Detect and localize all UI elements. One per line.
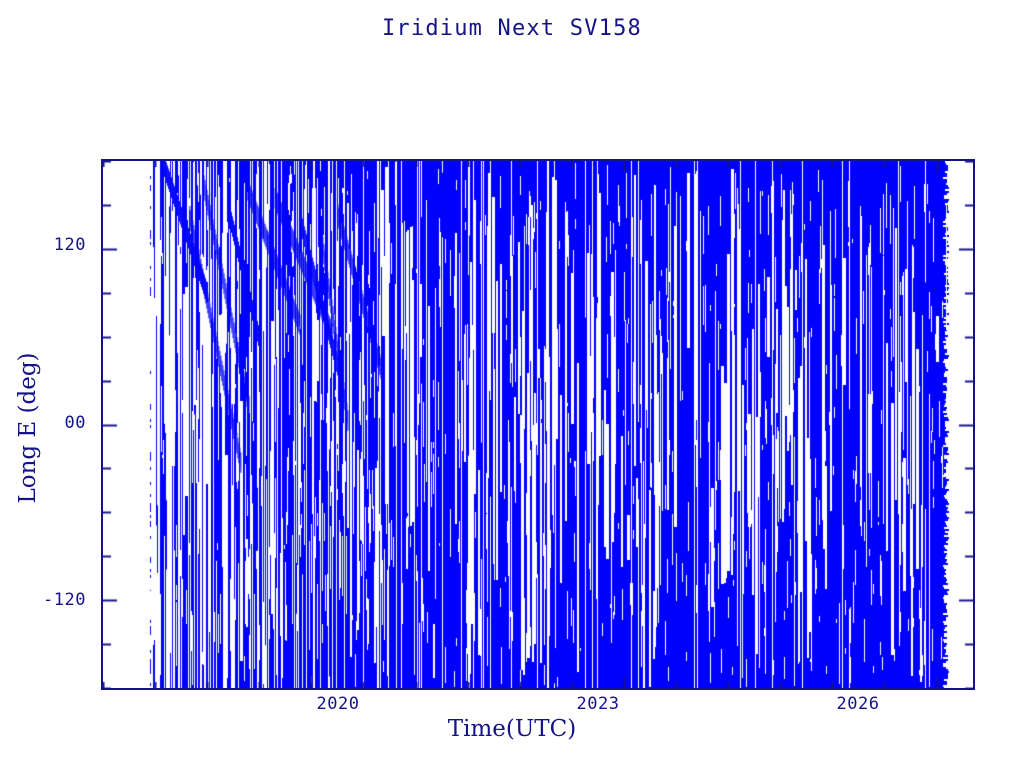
- page-title: Iridium Next SV158: [381, 16, 642, 41]
- ytick-label-neg120: -120: [43, 590, 86, 610]
- xtick-label-2020: 2020: [316, 694, 360, 714]
- ytick-label-120: 120: [53, 235, 86, 255]
- y-axis-title: Long E (deg): [15, 352, 41, 504]
- plot-area[interactable]: [101, 159, 975, 690]
- chart-data-layer: [103, 161, 973, 688]
- ytick-label-0: 00: [64, 413, 86, 433]
- x-axis-title: Time(UTC): [447, 716, 577, 742]
- xtick-label-2026: 2026: [836, 694, 880, 714]
- xtick-label-2023: 2023: [576, 694, 620, 714]
